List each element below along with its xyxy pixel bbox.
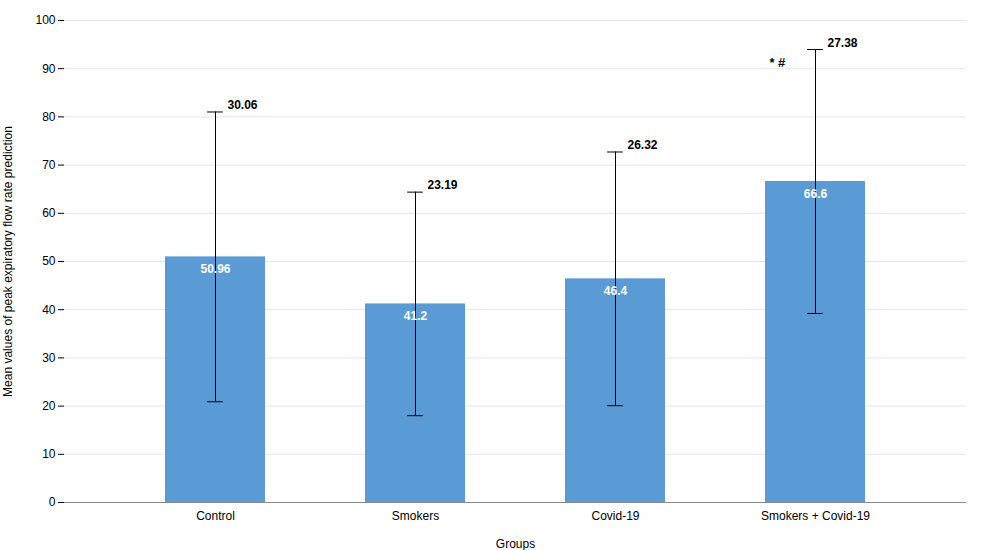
svg-text:60: 60 bbox=[42, 206, 56, 220]
svg-text:50: 50 bbox=[42, 254, 56, 268]
svg-text:50.96: 50.96 bbox=[200, 262, 230, 276]
svg-text:100: 100 bbox=[35, 13, 55, 27]
svg-text:Groups: Groups bbox=[496, 537, 535, 550]
svg-text:Mean values of peak expiratory: Mean values of peak expiratory flow rate… bbox=[1, 126, 15, 397]
svg-text:41.2: 41.2 bbox=[404, 309, 428, 323]
svg-text:70: 70 bbox=[42, 158, 56, 172]
svg-text:90: 90 bbox=[42, 62, 56, 76]
svg-text:80: 80 bbox=[42, 110, 56, 124]
svg-text:Smokers + Covid-19: Smokers + Covid-19 bbox=[761, 509, 870, 523]
svg-text:40: 40 bbox=[42, 303, 56, 317]
svg-text:20: 20 bbox=[42, 399, 56, 413]
svg-text:46.4: 46.4 bbox=[604, 284, 628, 298]
svg-text:Smokers: Smokers bbox=[392, 509, 439, 523]
svg-text:26.32: 26.32 bbox=[628, 138, 658, 152]
svg-text:10: 10 bbox=[42, 447, 56, 461]
svg-text:27.38: 27.38 bbox=[828, 36, 858, 50]
svg-text:0: 0 bbox=[49, 495, 56, 509]
svg-text:66.6: 66.6 bbox=[804, 187, 828, 201]
svg-text:30: 30 bbox=[42, 351, 56, 365]
svg-text:Control: Control bbox=[196, 509, 235, 523]
svg-text:23.19: 23.19 bbox=[428, 178, 458, 192]
svg-text:* #: * # bbox=[769, 55, 786, 70]
svg-text:Covid-19: Covid-19 bbox=[591, 509, 639, 523]
svg-text:30.06: 30.06 bbox=[228, 98, 258, 112]
